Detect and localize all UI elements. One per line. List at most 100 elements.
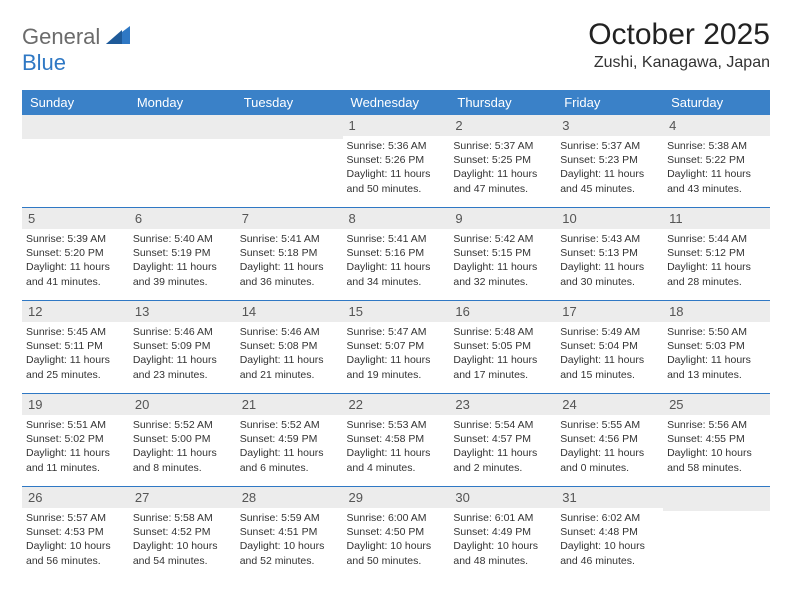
day-number: 16: [449, 301, 556, 322]
day-details: Sunrise: 5:55 AMSunset: 4:56 PMDaylight:…: [560, 418, 659, 475]
calendar-day-cell: 25Sunrise: 5:56 AMSunset: 4:55 PMDayligh…: [663, 394, 770, 487]
day-number: 15: [343, 301, 450, 322]
sunset-text: Sunset: 5:08 PM: [240, 339, 339, 353]
daylight-text: Daylight: 11 hours and 43 minutes.: [667, 167, 766, 195]
day-details: Sunrise: 5:43 AMSunset: 5:13 PMDaylight:…: [560, 232, 659, 289]
day-number: 30: [449, 487, 556, 508]
day-number: 3: [556, 115, 663, 136]
day-details: Sunrise: 5:37 AMSunset: 5:23 PMDaylight:…: [560, 139, 659, 196]
sunrise-text: Sunrise: 5:47 AM: [347, 325, 446, 339]
sunset-text: Sunset: 5:15 PM: [453, 246, 552, 260]
calendar-day-cell: 31 Sunrise: 6:02 AMSunset: 4:48 PMDayligh…: [556, 487, 663, 580]
sunset-text: Sunset: 5:25 PM: [453, 153, 552, 167]
calendar-week-row: 1 Sunrise: 5:36 AMSunset: 5:26 PMDaylight…: [22, 115, 770, 208]
calendar-day-cell: 1 Sunrise: 5:36 AMSunset: 5:26 PMDaylight…: [343, 115, 450, 208]
daylight-text: Daylight: 11 hours and 34 minutes.: [347, 260, 446, 288]
daylight-text: Daylight: 11 hours and 2 minutes.: [453, 446, 552, 474]
sunrise-text: Sunrise: 5:46 AM: [133, 325, 232, 339]
day-number: 1: [343, 115, 450, 136]
daylight-text: Daylight: 11 hours and 4 minutes.: [347, 446, 446, 474]
day-of-week-header: Tuesday: [236, 90, 343, 115]
day-details: Sunrise: 5:51 AMSunset: 5:02 PMDaylight:…: [26, 418, 125, 475]
day-number: [236, 115, 343, 139]
day-details: Sunrise: 5:46 AMSunset: 5:09 PMDaylight:…: [133, 325, 232, 382]
day-details: Sunrise: 5:46 AMSunset: 5:08 PMDaylight:…: [240, 325, 339, 382]
daylight-text: Daylight: 10 hours and 46 minutes.: [560, 539, 659, 567]
calendar-week-row: 5Sunrise: 5:39 AMSunset: 5:20 PMDaylight…: [22, 208, 770, 301]
sunset-text: Sunset: 4:48 PM: [560, 525, 659, 539]
day-details: Sunrise: 5:42 AMSunset: 5:15 PMDaylight:…: [453, 232, 552, 289]
calendar-day-cell: [236, 115, 343, 208]
sunset-text: Sunset: 5:12 PM: [667, 246, 766, 260]
daylight-text: Daylight: 10 hours and 54 minutes.: [133, 539, 232, 567]
day-of-week-header: Sunday: [22, 90, 129, 115]
brand-part2: Blue: [22, 50, 66, 75]
daylight-text: Daylight: 11 hours and 6 minutes.: [240, 446, 339, 474]
brand-sail-icon: [106, 26, 130, 44]
daylight-text: Daylight: 10 hours and 52 minutes.: [240, 539, 339, 567]
day-details: Sunrise: 5:36 AMSunset: 5:26 PMDaylight:…: [347, 139, 446, 196]
day-details: Sunrise: 5:52 AMSunset: 5:00 PMDaylight:…: [133, 418, 232, 475]
calendar-day-cell: 18Sunrise: 5:50 AMSunset: 5:03 PMDayligh…: [663, 301, 770, 394]
calendar-head: SundayMondayTuesdayWednesdayThursdayFrid…: [22, 90, 770, 115]
sunset-text: Sunset: 4:58 PM: [347, 432, 446, 446]
sunset-text: Sunset: 4:50 PM: [347, 525, 446, 539]
day-number: 9: [449, 208, 556, 229]
sunset-text: Sunset: 4:51 PM: [240, 525, 339, 539]
daylight-text: Daylight: 11 hours and 47 minutes.: [453, 167, 552, 195]
calendar-week-row: 19 Sunrise: 5:51 AMSunset: 5:02 PMDayligh…: [22, 394, 770, 487]
day-details: Sunrise: 5:41 AMSunset: 5:18 PMDaylight:…: [240, 232, 339, 289]
daylight-text: Daylight: 11 hours and 23 minutes.: [133, 353, 232, 381]
sunset-text: Sunset: 4:55 PM: [667, 432, 766, 446]
sunset-text: Sunset: 5:26 PM: [347, 153, 446, 167]
day-details: Sunrise: 6:01 AMSunset: 4:49 PMDaylight:…: [453, 511, 552, 568]
day-number: 4: [663, 115, 770, 136]
day-number: 12: [22, 301, 129, 322]
calendar-body: 1 Sunrise: 5:36 AMSunset: 5:26 PMDaylight…: [22, 115, 770, 579]
day-number: 19: [22, 394, 129, 415]
day-number: [129, 115, 236, 139]
day-details: Sunrise: 5:45 AMSunset: 5:11 PMDaylight:…: [26, 325, 125, 382]
calendar-table: SundayMondayTuesdayWednesdayThursdayFrid…: [22, 90, 770, 579]
day-number: 5: [22, 208, 129, 229]
day-details: Sunrise: 5:47 AMSunset: 5:07 PMDaylight:…: [347, 325, 446, 382]
daylight-text: Daylight: 10 hours and 48 minutes.: [453, 539, 552, 567]
sunrise-text: Sunrise: 6:01 AM: [453, 511, 552, 525]
daylight-text: Daylight: 11 hours and 25 minutes.: [26, 353, 125, 381]
sunset-text: Sunset: 5:22 PM: [667, 153, 766, 167]
calendar-day-cell: 5Sunrise: 5:39 AMSunset: 5:20 PMDaylight…: [22, 208, 129, 301]
calendar-week-row: 12 Sunrise: 5:45 AMSunset: 5:11 PMDayligh…: [22, 301, 770, 394]
daylight-text: Daylight: 11 hours and 32 minutes.: [453, 260, 552, 288]
day-number: 13: [129, 301, 236, 322]
sunset-text: Sunset: 5:04 PM: [560, 339, 659, 353]
calendar-day-cell: 3 Sunrise: 5:37 AMSunset: 5:23 PMDaylight…: [556, 115, 663, 208]
sunrise-text: Sunrise: 5:42 AM: [453, 232, 552, 246]
day-number: [663, 487, 770, 511]
day-details: Sunrise: 5:49 AMSunset: 5:04 PMDaylight:…: [560, 325, 659, 382]
daylight-text: Daylight: 11 hours and 28 minutes.: [667, 260, 766, 288]
page-header: General Blue October 2025 Zushi, Kanagaw…: [22, 18, 770, 76]
sunrise-text: Sunrise: 5:58 AM: [133, 511, 232, 525]
day-of-week-header: Thursday: [449, 90, 556, 115]
day-details: Sunrise: 6:00 AMSunset: 4:50 PMDaylight:…: [347, 511, 446, 568]
daylight-text: Daylight: 11 hours and 11 minutes.: [26, 446, 125, 474]
sunset-text: Sunset: 4:53 PM: [26, 525, 125, 539]
calendar-day-cell: 24Sunrise: 5:55 AMSunset: 4:56 PMDayligh…: [556, 394, 663, 487]
sunset-text: Sunset: 5:00 PM: [133, 432, 232, 446]
day-number: 25: [663, 394, 770, 415]
calendar-day-cell: 14Sunrise: 5:46 AMSunset: 5:08 PMDayligh…: [236, 301, 343, 394]
sunrise-text: Sunrise: 5:39 AM: [26, 232, 125, 246]
calendar-day-cell: 9 Sunrise: 5:42 AMSunset: 5:15 PMDaylight…: [449, 208, 556, 301]
calendar-day-cell: 13 Sunrise: 5:46 AMSunset: 5:09 PMDayligh…: [129, 301, 236, 394]
day-number: 23: [449, 394, 556, 415]
calendar-day-cell: 21Sunrise: 5:52 AMSunset: 4:59 PMDayligh…: [236, 394, 343, 487]
sunrise-text: Sunrise: 5:44 AM: [667, 232, 766, 246]
day-number: 31: [556, 487, 663, 508]
sunrise-text: Sunrise: 6:02 AM: [560, 511, 659, 525]
daylight-text: Daylight: 11 hours and 30 minutes.: [560, 260, 659, 288]
sunrise-text: Sunrise: 5:41 AM: [347, 232, 446, 246]
day-number: 18: [663, 301, 770, 322]
calendar-day-cell: 22Sunrise: 5:53 AMSunset: 4:58 PMDayligh…: [343, 394, 450, 487]
day-number: [22, 115, 129, 139]
calendar-week-row: 26Sunrise: 5:57 AMSunset: 4:53 PMDayligh…: [22, 487, 770, 580]
